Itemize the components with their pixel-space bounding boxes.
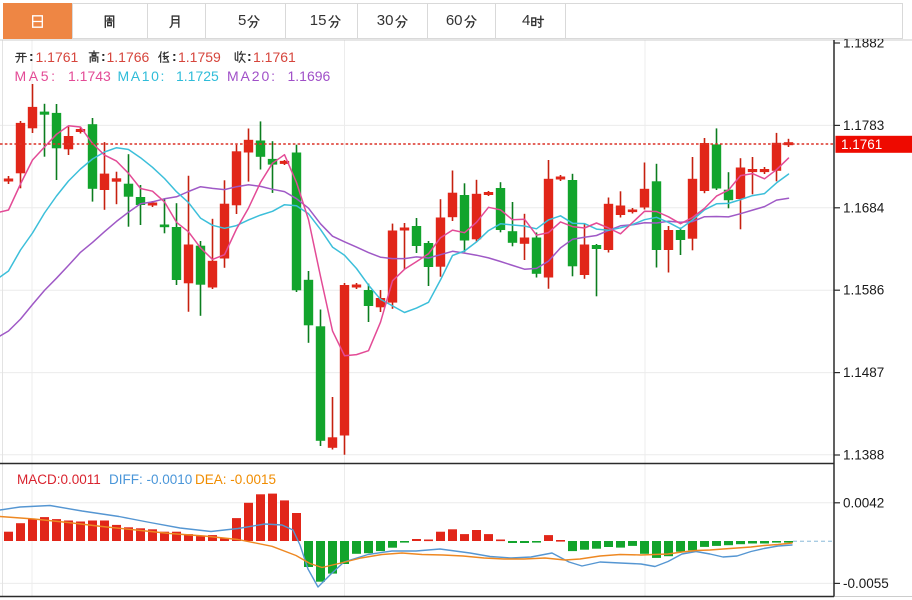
svg-text:-0.0055: -0.0055 (843, 576, 889, 591)
svg-text:1.1487: 1.1487 (843, 365, 884, 380)
svg-text:1.1882: 1.1882 (843, 36, 884, 51)
svg-text:1.1388: 1.1388 (843, 448, 884, 463)
svg-text:1.1761: 1.1761 (841, 137, 882, 152)
svg-text:1.1586: 1.1586 (843, 283, 884, 298)
svg-text:1.1684: 1.1684 (843, 200, 885, 215)
svg-text:1.1783: 1.1783 (843, 118, 884, 133)
svg-text:0.0042: 0.0042 (843, 495, 884, 510)
